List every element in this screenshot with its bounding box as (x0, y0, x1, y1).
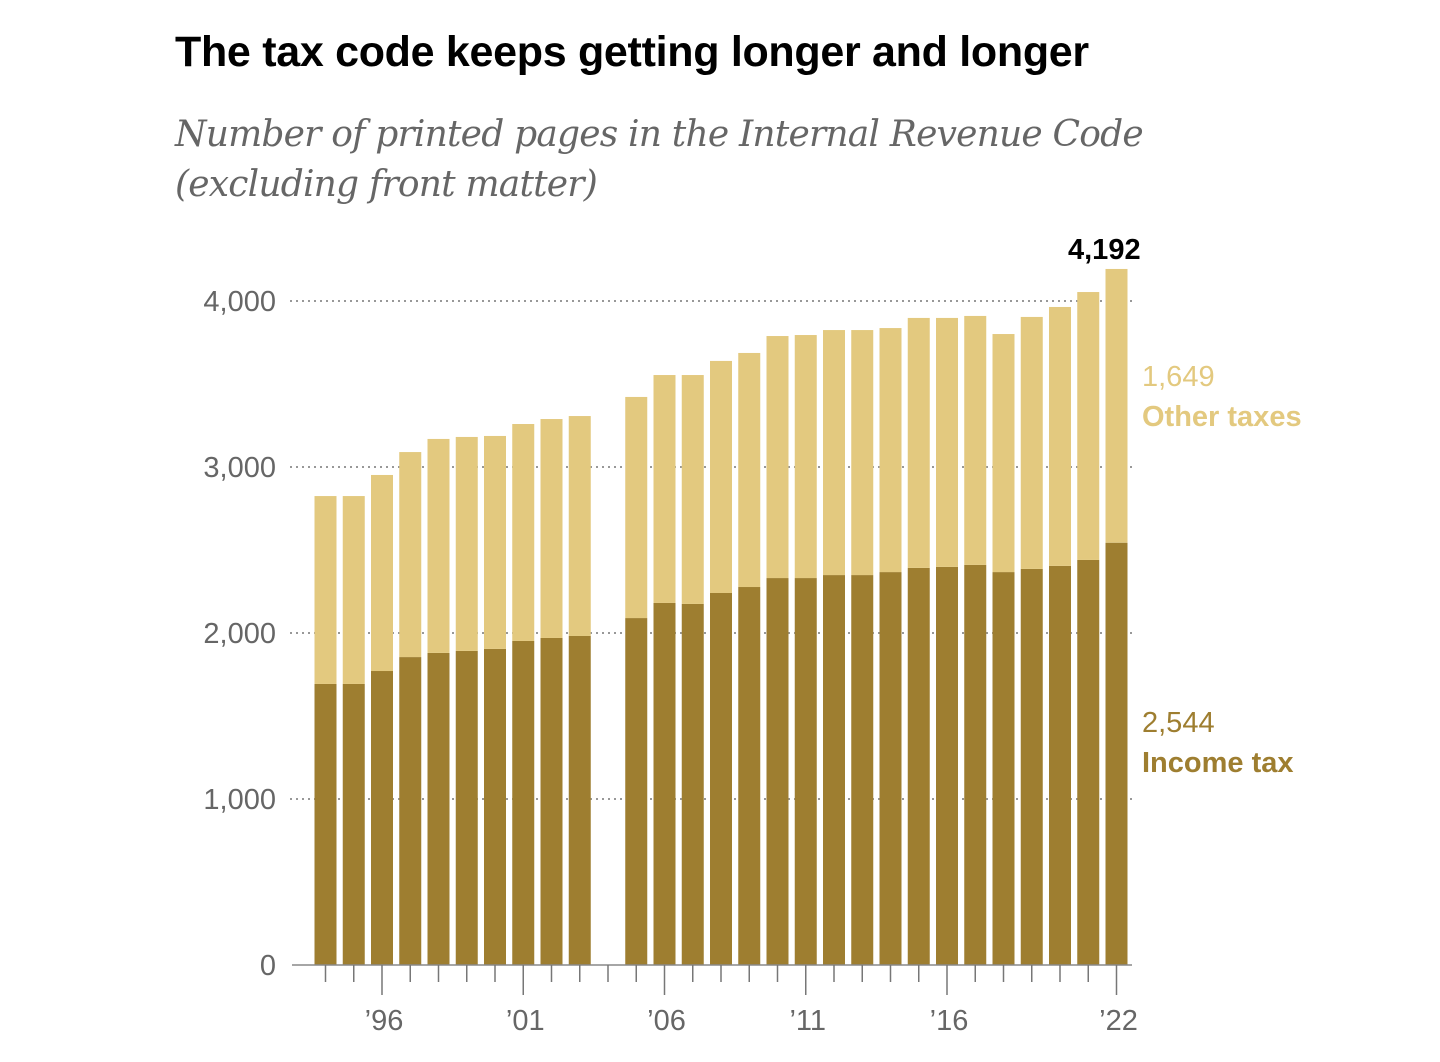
bar-other-taxes-2008 (710, 360, 732, 593)
bar-other-taxes-2011 (794, 335, 817, 579)
bar-income-tax-2011 (794, 578, 817, 965)
bar-other-taxes-2019 (1020, 316, 1043, 569)
bar-other-taxes-1998 (427, 438, 450, 653)
bar-income-tax-2022 (1105, 542, 1128, 965)
chart-title: The tax code keeps getting longer and lo… (175, 28, 1089, 76)
bar-income-tax-2019 (1020, 568, 1043, 965)
bar-other-taxes-1995 (342, 496, 365, 684)
bar-income-tax-2008 (710, 592, 732, 965)
bar-other-taxes-2007 (681, 375, 704, 604)
bar-other-taxes-2012 (823, 330, 845, 576)
y-tick-label: 2,000 (203, 618, 276, 650)
bar-income-tax-2012 (823, 575, 845, 965)
y-tick-label: 4,000 (203, 286, 276, 318)
bar-income-tax-2003 (568, 635, 591, 965)
bar-other-taxes-2015 (907, 317, 930, 568)
bar-other-taxes-1999 (455, 436, 478, 651)
bar-other-taxes-2013 (851, 330, 874, 576)
x-tick-label: ’01 (506, 1005, 545, 1037)
bar-income-tax-1997 (399, 657, 422, 965)
bar-income-tax-2009 (738, 587, 761, 965)
bar-income-tax-2006 (653, 602, 676, 965)
bar-income-tax-2005 (625, 618, 648, 965)
bar-other-taxes-2002 (540, 419, 563, 638)
bar-income-tax-2014 (879, 572, 902, 965)
bar-income-tax-2020 (1049, 565, 1071, 965)
bar-other-taxes-2000 (484, 435, 506, 649)
bar-income-tax-1994 (314, 683, 337, 965)
total-label: 4,192 (1068, 234, 1141, 266)
bar-income-tax-1999 (455, 650, 478, 965)
other-taxes-legend: Other taxes (1142, 401, 1302, 433)
bar-income-tax-2001 (512, 640, 535, 965)
x-tick-label: ’06 (647, 1005, 686, 1037)
bar-income-tax-2013 (851, 575, 874, 965)
y-tick-label: 1,000 (203, 784, 276, 816)
bar-other-taxes-2017 (964, 315, 987, 565)
bar-other-taxes-2010 (766, 336, 789, 579)
other-taxes-value: 1,649 (1142, 361, 1215, 393)
bar-other-taxes-2001 (512, 424, 535, 641)
bar-income-tax-2021 (1077, 559, 1100, 965)
bar-other-taxes-2009 (738, 352, 761, 588)
bar-income-tax-1998 (427, 652, 450, 965)
bar-income-tax-1995 (342, 683, 365, 965)
bar-other-taxes-2016 (936, 317, 958, 567)
bar-other-taxes-2022 (1105, 268, 1128, 543)
bar-income-tax-2002 (540, 637, 563, 965)
bar-other-taxes-2005 (625, 396, 648, 619)
bar-income-tax-2017 (964, 564, 987, 965)
bar-income-tax-2016 (936, 566, 958, 965)
chart-subtitle: Number of printed pages in the Internal … (175, 114, 1144, 205)
income-tax-value: 2,544 (1142, 707, 1215, 739)
bar-income-tax-2000 (484, 648, 506, 965)
bar-income-tax-2010 (766, 578, 789, 965)
bar-other-taxes-2003 (568, 416, 591, 636)
bar-other-taxes-2018 (992, 334, 1015, 573)
bar-other-taxes-2006 (653, 375, 676, 603)
bar-other-taxes-2021 (1077, 292, 1100, 560)
y-tick-label: 3,000 (203, 452, 276, 484)
bar-income-tax-2015 (907, 567, 930, 965)
bar-other-taxes-1994 (314, 496, 337, 684)
bar-other-taxes-2014 (879, 328, 902, 573)
bar-other-taxes-1997 (399, 452, 422, 658)
bar-other-taxes-1996 (371, 474, 393, 672)
bar-other-taxes-2020 (1049, 306, 1071, 566)
bar-income-tax-2007 (681, 603, 704, 965)
x-tick-label: ’22 (1099, 1005, 1138, 1037)
x-tick-label: ’11 (789, 1005, 826, 1037)
bar-income-tax-2018 (992, 572, 1015, 965)
x-tick-label: ’96 (365, 1005, 404, 1037)
y-tick-label: 0 (260, 950, 276, 982)
bar-income-tax-1996 (371, 671, 393, 965)
x-tick-label: ’16 (930, 1005, 969, 1037)
income-tax-legend: Income tax (1142, 747, 1294, 779)
